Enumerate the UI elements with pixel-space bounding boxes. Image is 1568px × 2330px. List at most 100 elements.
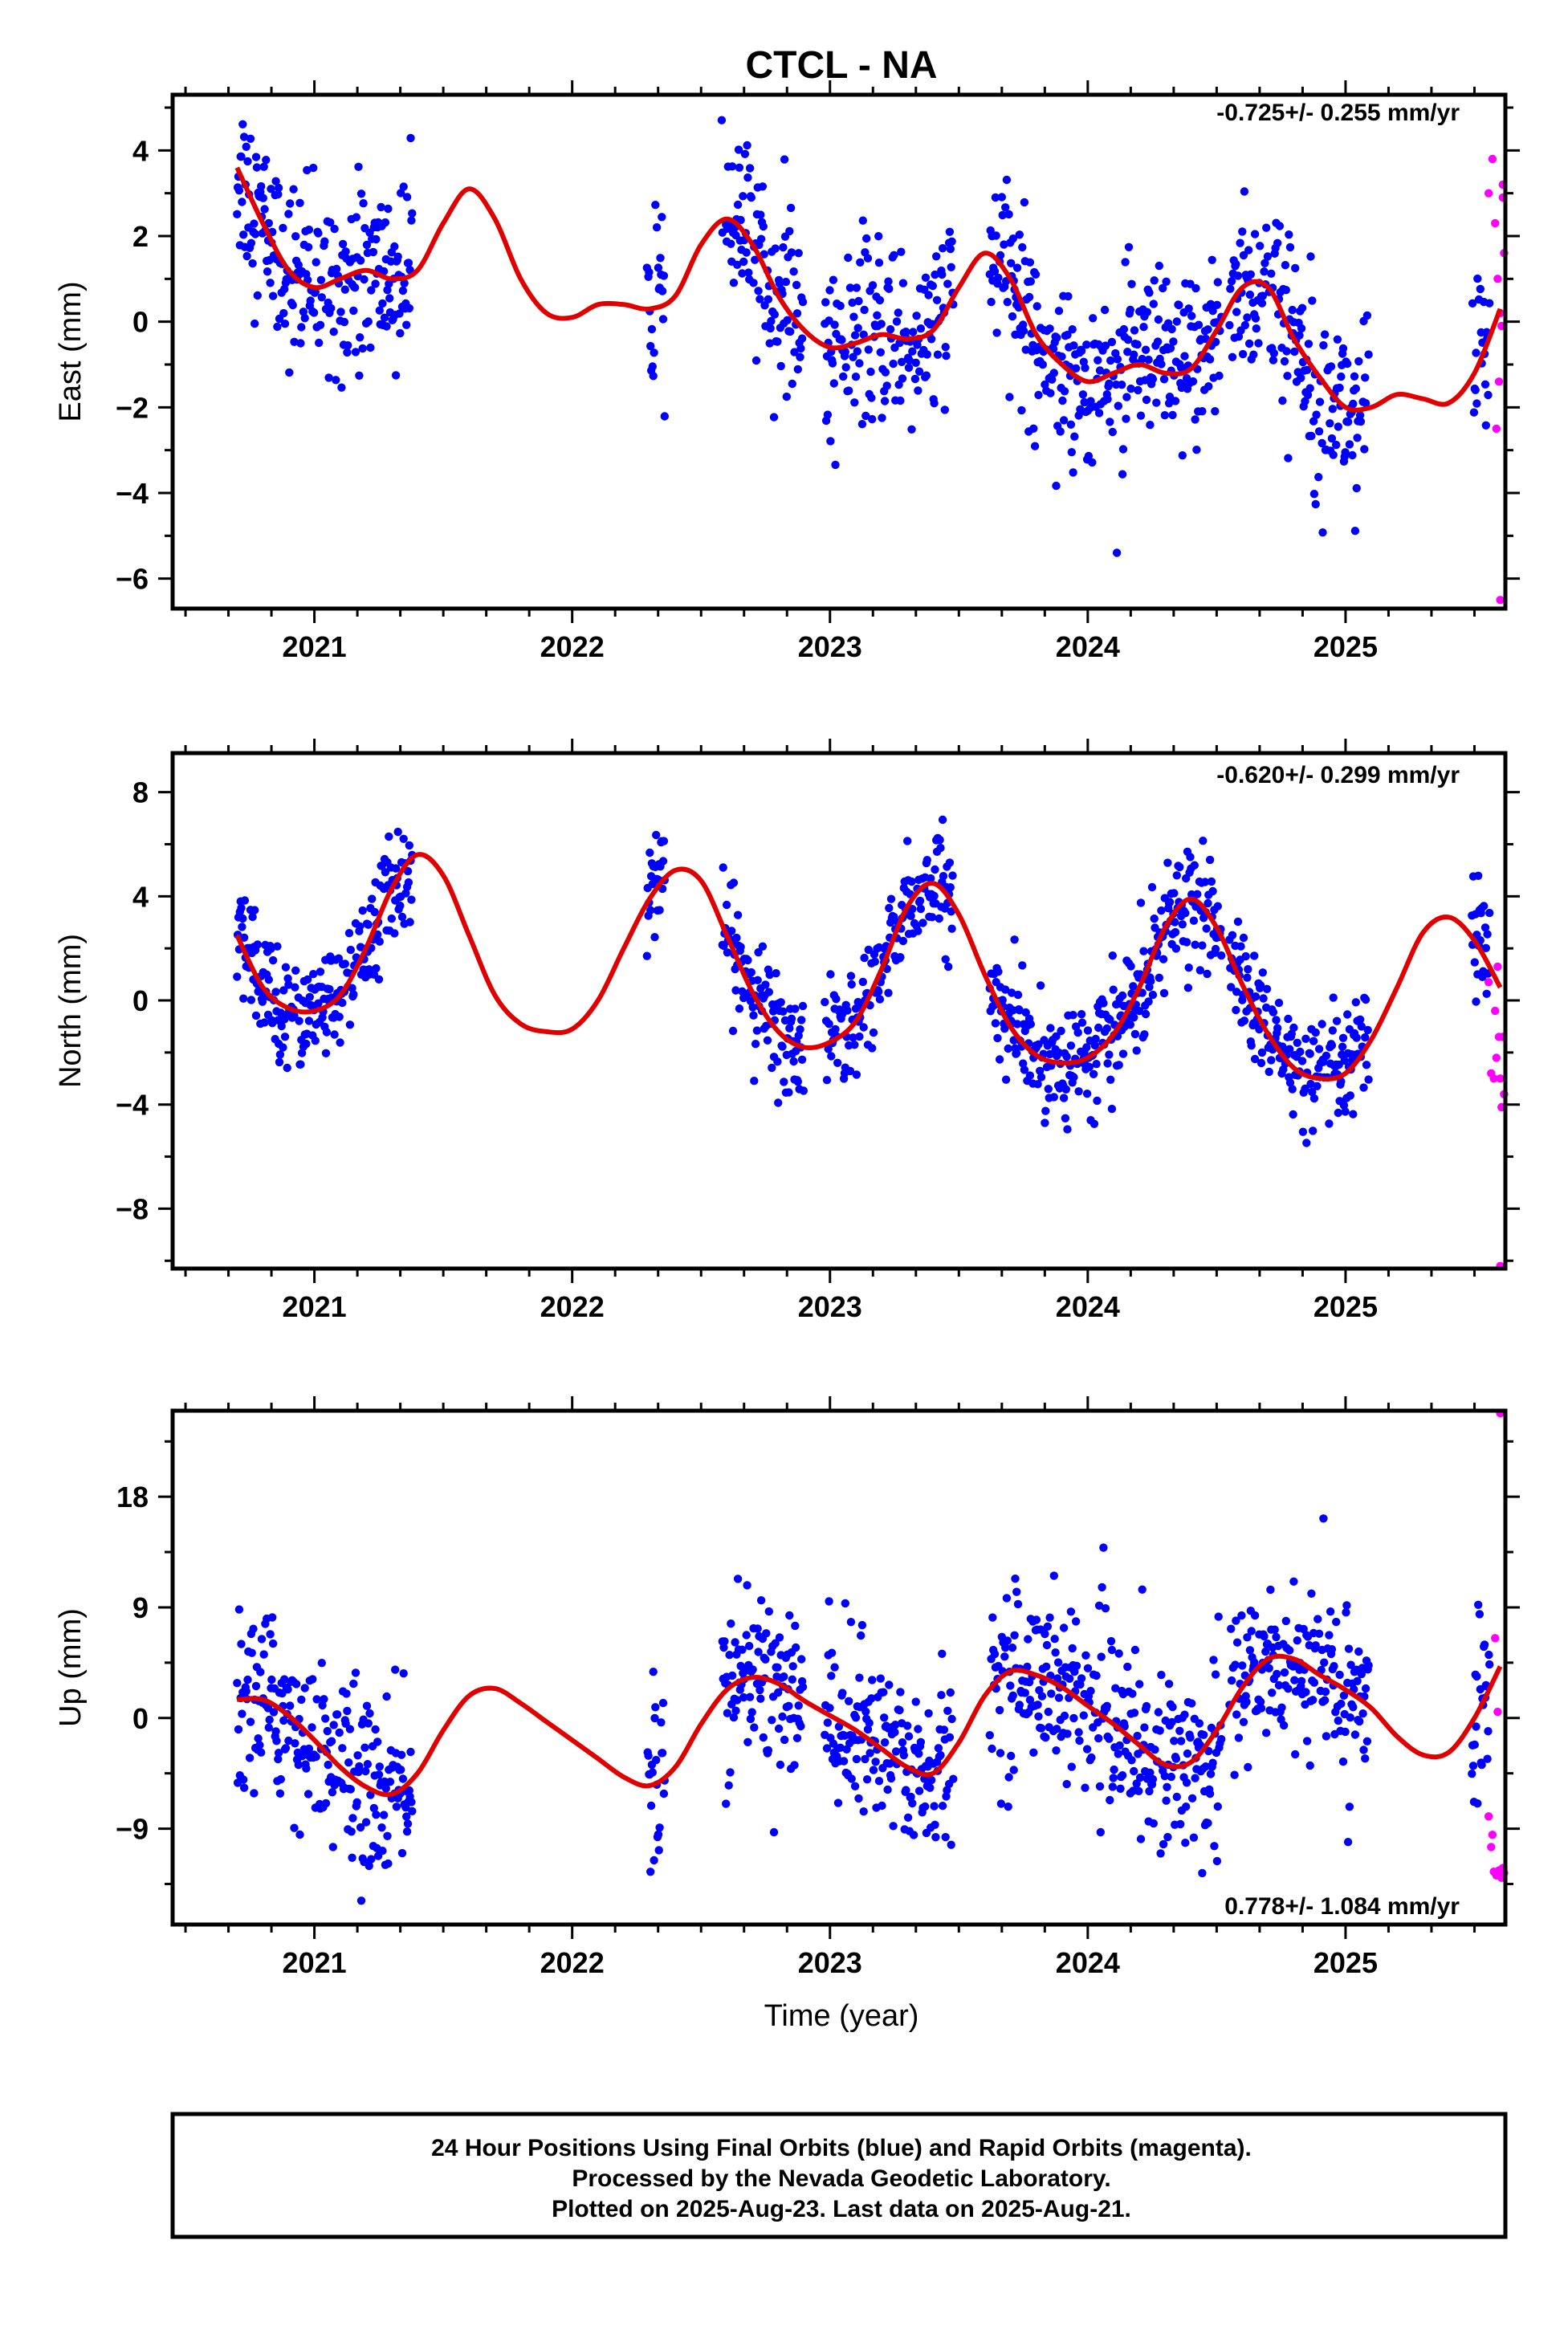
east-final-orbit-point: [727, 239, 735, 248]
north-final-orbit-point: [1480, 902, 1489, 910]
east-final-orbit-point: [1068, 325, 1077, 334]
up-final-orbit-point: [1330, 1662, 1338, 1671]
north-final-orbit-point: [1213, 902, 1223, 910]
up-final-orbit-point: [1361, 1754, 1370, 1763]
north-final-orbit-point: [1205, 855, 1215, 865]
east-final-orbit-point: [769, 413, 779, 422]
north-final-orbit-point: [1052, 1032, 1061, 1041]
east-final-orbit-point: [1108, 427, 1118, 437]
up-final-orbit-point: [761, 1655, 770, 1664]
north-final-orbit-point: [281, 963, 291, 972]
up-final-orbit-point: [1095, 1782, 1105, 1791]
up-final-orbit-point: [1176, 1737, 1186, 1745]
east-final-orbit-point: [756, 210, 765, 219]
up-final-orbit-point: [247, 1648, 256, 1657]
up-final-orbit-point: [312, 1695, 321, 1704]
east-final-orbit-point: [324, 373, 333, 382]
east-final-orbit-point: [367, 286, 376, 295]
up-final-orbit-point: [397, 1766, 405, 1774]
north-final-orbit-point: [915, 896, 925, 906]
up-final-orbit-point: [406, 1747, 415, 1757]
up-final-orbit-point: [903, 1813, 913, 1822]
east-final-orbit-point: [1106, 356, 1115, 365]
up-final-orbit-point: [1157, 1670, 1166, 1680]
up-final-orbit-point: [764, 1745, 773, 1755]
north-final-orbit-point: [1309, 1094, 1319, 1103]
east-final-orbit-point: [749, 279, 758, 287]
up-final-orbit-point: [1041, 1629, 1049, 1639]
up-final-orbit-point: [363, 1760, 373, 1769]
north-final-orbit-point: [994, 967, 1003, 976]
north-y-tick-label: −8: [116, 1192, 149, 1225]
east-final-orbit-point: [898, 374, 907, 383]
east-final-orbit-point: [1291, 263, 1300, 273]
east-final-orbit-point: [1481, 421, 1491, 430]
up-final-orbit-point: [1256, 1704, 1266, 1713]
up-final-orbit-point: [1354, 1647, 1363, 1656]
east-final-orbit-point: [1354, 356, 1363, 366]
up-rapid-orbit-point: [1488, 1831, 1497, 1839]
north-final-orbit-point: [271, 988, 280, 996]
up-final-orbit-point: [1208, 1758, 1217, 1767]
north-final-orbit-point: [646, 848, 654, 857]
east-final-orbit-point: [785, 226, 794, 236]
east-final-orbit-point: [1227, 277, 1236, 286]
up-final-orbit-point: [1094, 1601, 1104, 1611]
up-final-orbit-point: [838, 1688, 847, 1697]
east-final-orbit-point: [1348, 450, 1357, 460]
east-final-orbit-point: [1160, 411, 1170, 420]
up-final-orbit-point: [1081, 1651, 1090, 1660]
north-final-orbit-point: [1107, 1104, 1117, 1114]
north-final-orbit-point: [743, 955, 752, 965]
east-final-orbit-point: [1303, 390, 1313, 400]
up-final-orbit-point: [1162, 1796, 1171, 1805]
north-final-orbit-point: [833, 1058, 842, 1068]
up-final-orbit-point: [268, 1613, 277, 1622]
east-final-orbit-point: [1024, 292, 1034, 302]
up-final-orbit-point: [304, 1744, 314, 1754]
up-final-orbit-point: [1130, 1766, 1138, 1776]
east-final-orbit-point: [327, 303, 336, 313]
up-final-orbit-point: [1206, 1770, 1216, 1778]
up-final-orbit-point: [1260, 1631, 1269, 1641]
east-final-orbit-point: [1233, 271, 1243, 280]
up-final-orbit-point: [1320, 1658, 1329, 1667]
up-final-orbit-point: [720, 1637, 729, 1646]
north-final-orbit-point: [918, 919, 927, 927]
east-final-orbit-point: [391, 371, 401, 380]
up-final-orbit-point: [1195, 1719, 1204, 1728]
north-final-orbit-point: [1259, 994, 1268, 1003]
north-final-orbit-point: [797, 1055, 807, 1065]
up-final-orbit-point: [1099, 1543, 1108, 1552]
east-final-orbit-point: [850, 331, 860, 340]
east-final-orbit-point: [273, 322, 282, 332]
up-final-orbit-point: [931, 1833, 940, 1842]
north-final-orbit-point: [1093, 1096, 1102, 1106]
up-final-orbit-point: [1232, 1638, 1242, 1647]
up-final-orbit-point: [861, 1754, 870, 1764]
up-final-orbit-point: [1128, 1689, 1137, 1698]
east-final-orbit-point: [1192, 446, 1201, 454]
east-final-orbit-point: [1308, 296, 1317, 305]
up-final-orbit-point: [1353, 1676, 1362, 1685]
east-final-orbit-point: [1250, 230, 1260, 238]
up-final-orbit-point: [1237, 1611, 1246, 1620]
up-final-orbit-point: [743, 1581, 751, 1590]
up-final-orbit-point: [855, 1673, 864, 1682]
east-final-orbit-point: [359, 199, 368, 208]
up-final-orbit-point: [947, 1714, 956, 1724]
up-final-orbit-point: [399, 1669, 408, 1678]
up-final-orbit-point: [1182, 1802, 1191, 1811]
east-final-orbit-point: [885, 284, 894, 293]
up-final-orbit-point: [1069, 1713, 1078, 1723]
east-final-orbit-point: [300, 314, 309, 323]
east-final-orbit-point: [945, 227, 955, 236]
east-final-orbit-point: [1350, 372, 1359, 381]
east-final-orbit-point: [1251, 314, 1261, 323]
east-final-orbit-point: [329, 328, 338, 336]
north-final-orbit-point: [1118, 991, 1127, 1000]
east-final-orbit-point: [1017, 405, 1026, 415]
east-final-orbit-point: [1469, 408, 1479, 417]
east-final-orbit-point: [384, 204, 393, 214]
north-final-orbit-point: [1172, 871, 1182, 880]
